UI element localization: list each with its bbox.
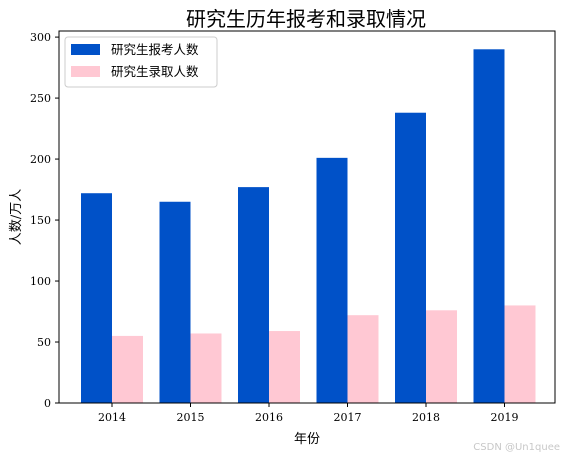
- y-tick-label: 150: [30, 214, 51, 227]
- legend-label-admitted: 研究生录取人数: [111, 64, 199, 79]
- bar-applicants-2016: [238, 187, 269, 403]
- x-axis-ticks: 2014 2015 2016 2017 2018 2019: [98, 403, 519, 424]
- bar-admitted-2015: [190, 333, 222, 403]
- legend-frame: [64, 36, 218, 88]
- x-axis-label: 年份: [294, 432, 320, 447]
- legend-swatch-admitted: [71, 66, 100, 77]
- x-tick-label: 2019: [491, 411, 519, 424]
- x-tick-label: 2017: [334, 411, 362, 424]
- legend: 研究生报考人数 研究生录取人数: [64, 36, 218, 88]
- bar-applicants-2015: [159, 201, 191, 403]
- bar-applicants-2014: [81, 193, 112, 403]
- bar-admitted-2017: [347, 315, 379, 403]
- bar-admitted-2014: [112, 335, 143, 403]
- x-tick-label: 2014: [98, 411, 126, 424]
- y-tick-label: 100: [30, 275, 51, 288]
- y-tick-label: 0: [44, 397, 51, 410]
- y-tick-label: 250: [30, 92, 51, 105]
- bar-applicants-2019: [473, 49, 505, 404]
- x-tick-label: 2018: [412, 411, 440, 424]
- y-tick-label: 200: [30, 153, 51, 166]
- bar-admitted-2019: [504, 305, 536, 403]
- bar-admitted-2018: [426, 310, 457, 403]
- y-axis-label: 人数/万人: [9, 189, 24, 245]
- watermark: CSDN @Un1quee: [473, 442, 560, 453]
- x-tick-label: 2016: [255, 411, 283, 424]
- bars-group: [81, 49, 536, 404]
- bar-applicants-2017: [316, 157, 348, 403]
- bar-admitted-2016: [269, 331, 300, 403]
- bar-applicants-2018: [395, 112, 426, 404]
- plot-frame: [58, 30, 556, 404]
- y-tick-label: 50: [37, 336, 51, 349]
- legend-label-applicants: 研究生报考人数: [111, 42, 199, 57]
- legend-swatch-applicants: [71, 44, 100, 55]
- x-tick-label: 2015: [177, 411, 205, 424]
- chart-title: 研究生历年报考和录取情况: [186, 7, 426, 31]
- y-axis-ticks: 0 50 100 150 200 250 300: [30, 31, 59, 410]
- y-tick-label: 300: [30, 31, 51, 44]
